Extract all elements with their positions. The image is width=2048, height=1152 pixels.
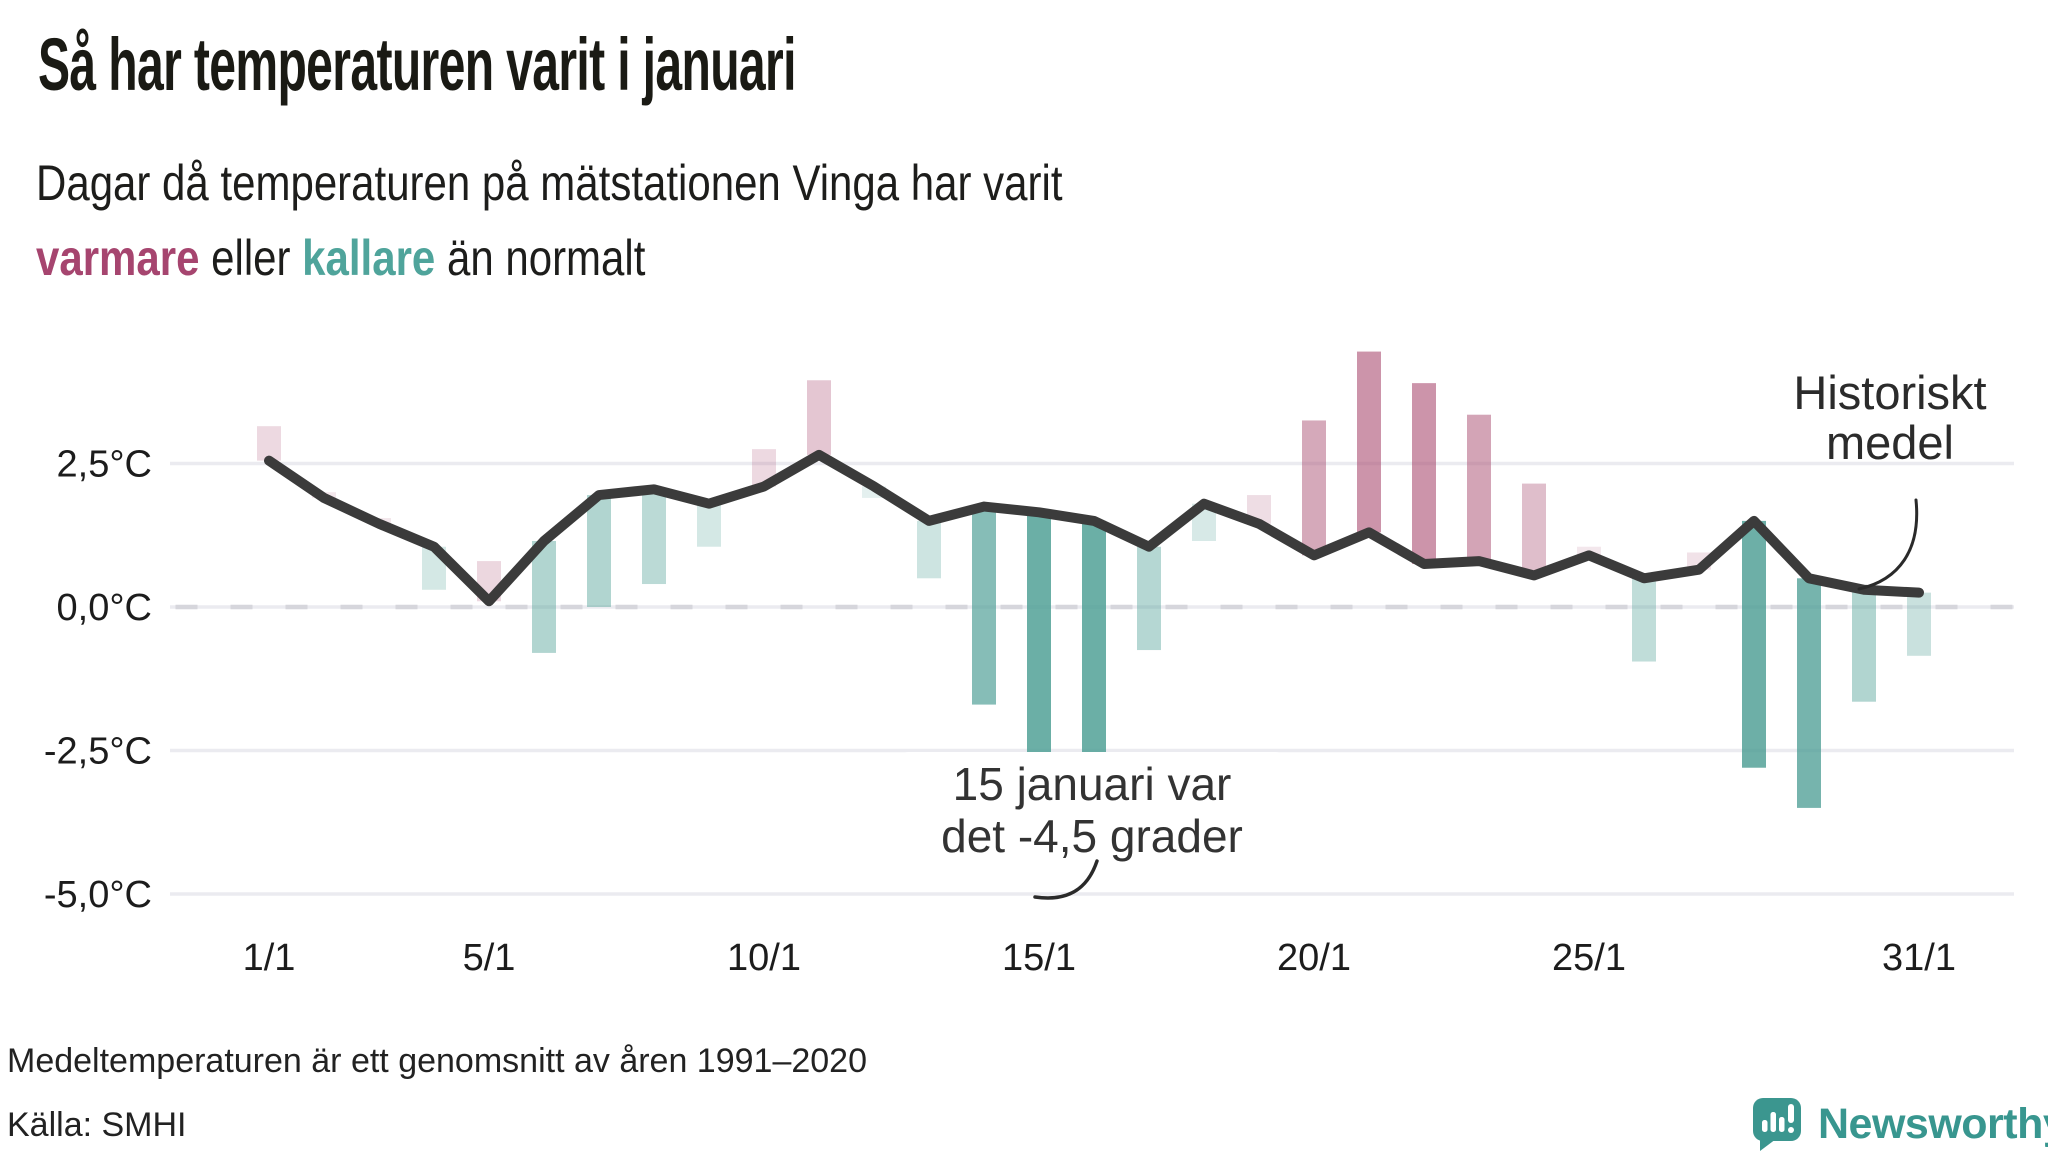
y-tick-label: -2,5°C — [44, 731, 152, 773]
bar-day-21 — [1357, 351, 1381, 533]
bar-day-9 — [697, 503, 721, 547]
cold-day-annotation: 15 januari var det -4,5 grader — [898, 752, 1286, 888]
bar-day-23 — [1467, 414, 1491, 562]
bar-day-28 — [1742, 520, 1766, 768]
y-tick-label: -5,0°C — [44, 874, 152, 916]
newsworthy-logo: Newsworthy — [1752, 1096, 2048, 1152]
bar-day-11 — [807, 380, 831, 455]
cold-day-annotation-line1: 15 januari var — [952, 758, 1232, 810]
x-tick-label: 5/1 — [463, 937, 516, 979]
historic-mean-label-line2: medel — [1825, 416, 1954, 469]
historic-mean-label: Historiskt medel — [1715, 368, 2048, 468]
source-note: Källa: SMHI — [7, 1106, 187, 1144]
warmer-keyword: varmare — [36, 230, 200, 286]
bar-day-1 — [257, 426, 281, 461]
y-tick-label: 0,0°C — [57, 587, 152, 629]
bar-day-8 — [642, 489, 666, 585]
bar-day-24 — [1522, 483, 1546, 576]
y-tick-label: 2,5°C — [57, 444, 152, 486]
bar-day-7 — [587, 495, 611, 607]
x-tick-label: 20/1 — [1277, 937, 1351, 979]
bar-day-13 — [917, 520, 941, 579]
bar-day-29 — [1797, 578, 1821, 808]
bar-day-26 — [1632, 578, 1656, 662]
page-title: Så har temperaturen varit i januari — [38, 23, 796, 106]
x-tick-label: 31/1 — [1882, 937, 1956, 979]
bar-day-17 — [1137, 546, 1161, 651]
subtitle-line1: Dagar då temperaturen på mätstationen Vi… — [36, 155, 1063, 211]
x-tick-label: 15/1 — [1002, 937, 1076, 979]
methodology-note: Medeltemperaturen är ett genomsnitt av å… — [7, 1042, 867, 1080]
newsworthy-logo-text: Newsworthy — [1818, 1099, 2048, 1148]
bar-day-6 — [532, 540, 556, 653]
x-axis-labels: 1/1 5/1 10/1 15/1 20/1 25/1 31/1 — [243, 937, 1956, 979]
cold-day-annotation-line2: det -4,5 grader — [941, 810, 1243, 862]
subtitle-mid: eller — [199, 230, 303, 286]
bar-day-20 — [1302, 420, 1326, 556]
historic-mean-line — [264, 449, 1924, 607]
x-tick-label: 1/1 — [243, 937, 296, 979]
colder-keyword: kallare — [302, 230, 436, 286]
historic-mean-label-line1: Historiskt — [1793, 366, 1987, 419]
bar-day-22 — [1412, 383, 1436, 564]
x-tick-label: 10/1 — [727, 937, 801, 979]
bar-day-31 — [1907, 592, 1931, 656]
bar-day-30 — [1852, 589, 1876, 702]
bar-day-14 — [972, 506, 996, 705]
daily-temperature-bars — [257, 351, 1931, 866]
x-tick-label: 25/1 — [1552, 937, 1626, 979]
chart-subtitle: Dagar då temperaturen på mätstationen Vi… — [36, 146, 1063, 296]
newsworthy-bubble-icon — [1753, 1098, 1801, 1151]
subtitle-tail: än normalt — [435, 230, 646, 286]
